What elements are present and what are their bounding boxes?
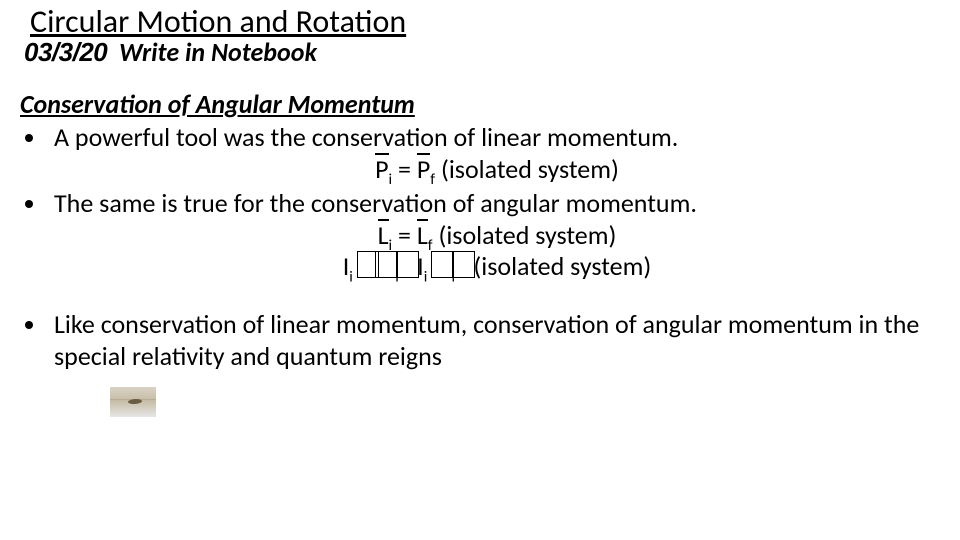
- bullet-list: Like conservation of linear momentum, co…: [20, 309, 940, 372]
- sym: L: [378, 219, 389, 251]
- equation-row: Ii iIi i(isolated system): [54, 251, 940, 283]
- vector-symbol: L: [378, 222, 389, 248]
- list-item: The same is true for the conservation of…: [48, 188, 940, 283]
- missing-glyph-icon: [453, 251, 475, 278]
- list-item: Like conservation of linear momentum, co…: [48, 309, 940, 372]
- bullet-text: Like conservation of linear momentum, co…: [54, 308, 919, 372]
- eq-note: (isolated system): [435, 153, 619, 185]
- vector-symbol: P: [417, 156, 430, 182]
- sym: P: [417, 153, 430, 185]
- dateline: 03/3/20 Write in Notebook: [24, 39, 940, 66]
- spacer: [20, 285, 940, 309]
- bullet-text: The same is true for the conservation of…: [54, 187, 697, 219]
- equation-row: Li = Lf (isolated system): [54, 220, 940, 252]
- eq-note: solated system): [487, 250, 651, 282]
- image-thumbnail: [110, 387, 156, 417]
- vector-symbol: L: [417, 222, 428, 248]
- dateline-note: Write in Notebook: [119, 36, 317, 68]
- list-item: A powerful tool was the conservation of …: [48, 122, 940, 185]
- equals: =: [392, 153, 417, 185]
- missing-glyph-icon: [397, 251, 419, 278]
- subscript: i: [349, 268, 353, 287]
- bullet-text: A powerful tool was the conservation of …: [54, 121, 678, 153]
- slide: Circular Motion and Rotation 03/3/20 Wri…: [0, 0, 960, 540]
- subscript: i: [424, 268, 428, 287]
- missing-glyph-icon: [375, 251, 397, 278]
- section-heading: Conservation of Angular Momentum: [20, 88, 940, 120]
- equation-row: Pi = Pf (isolated system): [54, 154, 940, 186]
- body: A powerful tool was the conservation of …: [20, 122, 940, 416]
- vector-symbol: P: [375, 156, 388, 182]
- sym: P: [375, 153, 388, 185]
- equals: =: [392, 219, 417, 251]
- bullet-list: A powerful tool was the conservation of …: [20, 122, 940, 283]
- date-text: 03/3/20: [24, 37, 107, 67]
- page-title: Circular Motion and Rotation: [30, 4, 940, 39]
- sym: L: [417, 219, 428, 251]
- eq-note: (isolated system): [433, 219, 617, 251]
